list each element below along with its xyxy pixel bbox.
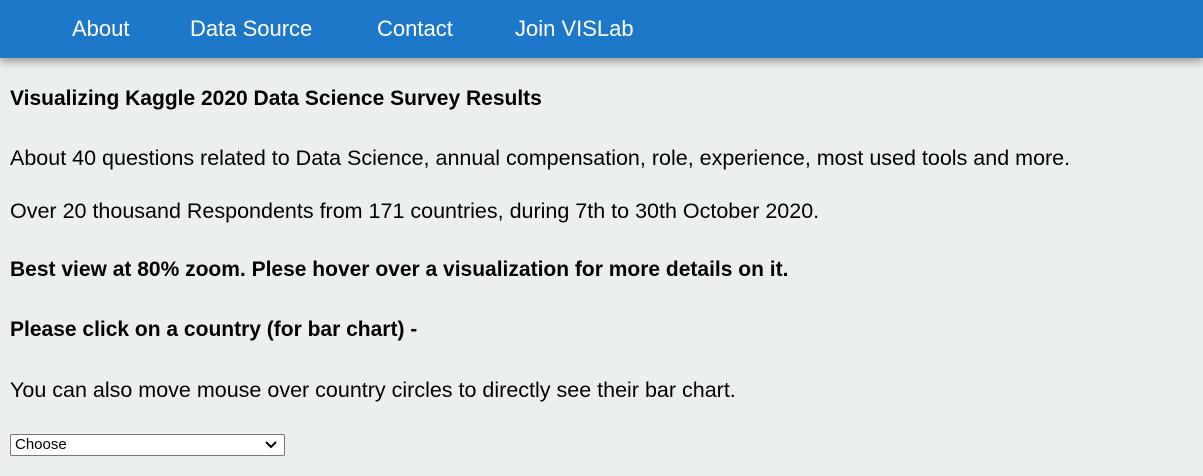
respondents-description: Over 20 thousand Respondents from 171 co…	[10, 199, 820, 223]
nav-link-data-source[interactable]: Data Source	[190, 16, 313, 41]
country-select-value: Choose	[15, 436, 67, 453]
nav-link-contact[interactable]: Contact	[377, 16, 453, 41]
top-navbar: About Data Source Contact Join VISLab	[0, 0, 1203, 58]
country-select[interactable]: Choose	[10, 434, 285, 456]
survey-description: About 40 questions related to Data Scien…	[10, 146, 1071, 170]
zoom-hint: Best view at 80% zoom. Plese hover over …	[10, 258, 789, 281]
chevron-down-icon	[265, 441, 277, 449]
page-title: Visualizing Kaggle 2020 Data Science Sur…	[10, 87, 542, 110]
nav-link-join-vislab[interactable]: Join VISLab	[515, 16, 634, 41]
nav-link-about[interactable]: About	[72, 16, 130, 41]
country-click-hint: Please click on a country (for bar chart…	[10, 318, 418, 341]
hover-hint: You can also move mouse over country cir…	[10, 378, 736, 402]
